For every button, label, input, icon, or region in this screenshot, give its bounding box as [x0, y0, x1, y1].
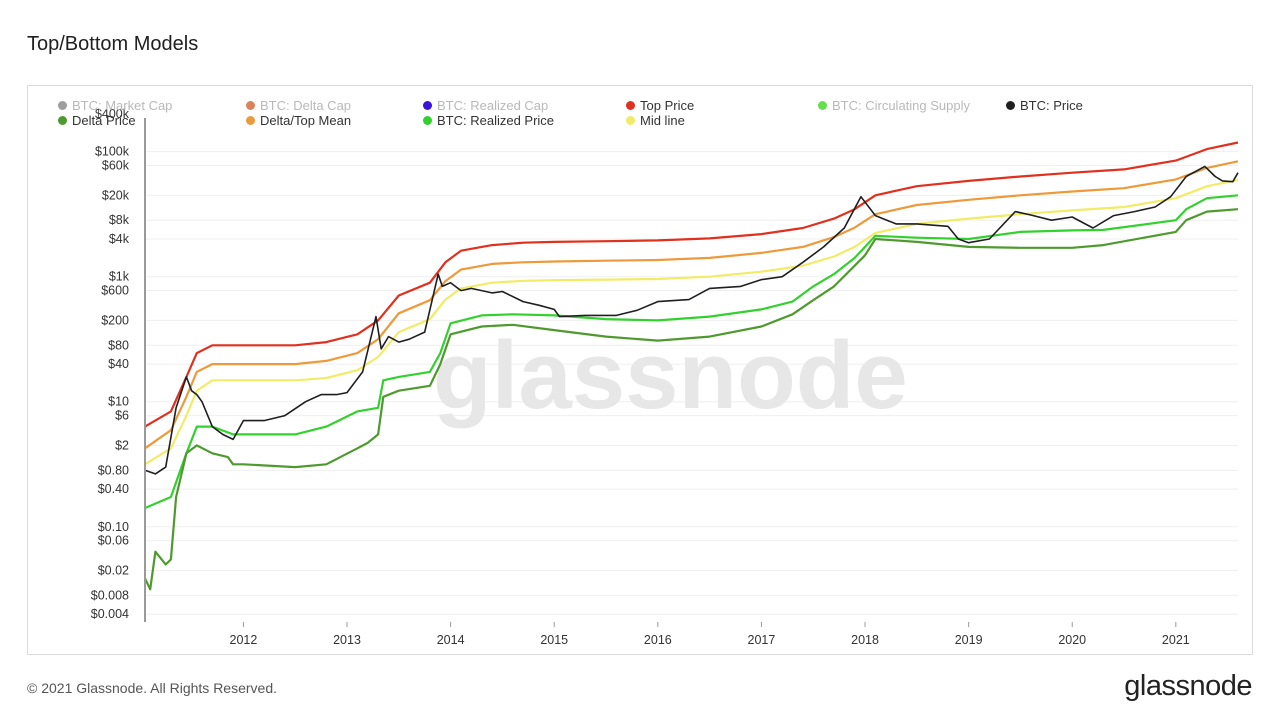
- x-tick-label: 2020: [1058, 633, 1086, 647]
- series-line-btc-realized-price: [144, 194, 1239, 510]
- legend-label: BTC: Delta Cap: [260, 98, 352, 113]
- legend-dot-icon: [423, 116, 432, 125]
- y-tick-label: $60k: [102, 159, 130, 173]
- y-tick-label: $600: [101, 284, 129, 298]
- y-tick-label: $20k: [102, 188, 130, 202]
- chart-grid: [145, 151, 1238, 615]
- legend-dot-icon: [246, 116, 255, 125]
- x-tick-label: 2015: [540, 633, 568, 647]
- x-tick-label: 2021: [1162, 633, 1190, 647]
- x-tick-label: 2013: [333, 633, 361, 647]
- x-tick-label: 2017: [748, 633, 776, 647]
- legend-dot-icon: [58, 101, 67, 110]
- series-line-btc-price: [144, 165, 1239, 475]
- y-axis: $100k$60k$20k$8k$4k$1k$600$200$80$40$10$…: [91, 107, 146, 622]
- x-axis: 2012 2013 2014 2015 2016 2017 2018 2019 2020 2021: [230, 622, 1190, 647]
- legend-label: BTC: Realized Cap: [437, 98, 549, 113]
- legend-label: BTC: Price: [1020, 98, 1083, 113]
- series-line-top-price: [144, 141, 1239, 428]
- series-line-mid-line: [144, 179, 1239, 466]
- legend-dot-icon: [58, 116, 67, 125]
- y-tick-label: $0.80: [98, 463, 129, 477]
- chart-panel: glassnode $100k $60k $20k $8k $4k $1k $600 $200…: [27, 85, 1253, 655]
- x-tick-label: 2012: [230, 633, 258, 647]
- y-tick-label: $0.02: [98, 563, 129, 577]
- copyright-footer: © 2021 Glassnode. All Rights Reserved.: [27, 680, 278, 696]
- legend-dot-icon: [246, 101, 255, 110]
- legend-label: Delta/Top Mean: [260, 113, 352, 128]
- y-tick-label: $0.004: [91, 607, 129, 621]
- y-tick-label: $0.008: [91, 588, 129, 602]
- y-tick-label: $1k: [109, 270, 130, 284]
- y-tick-label-top: $400k: [95, 107, 130, 121]
- y-tick-label: $100k: [95, 145, 130, 159]
- legend-item-btc-circulating-supply[interactable]: BTC: Circulating Supply: [818, 98, 970, 113]
- chart-series-group: [144, 141, 1239, 591]
- legend-item-btc-realized-cap[interactable]: BTC: Realized Cap: [423, 98, 548, 113]
- legend-dot-icon: [423, 101, 432, 110]
- y-tick-label: $80: [108, 338, 129, 352]
- legend-dot-icon: [626, 101, 635, 110]
- series-line-delta-price: [144, 208, 1239, 591]
- y-tick-label: $6: [115, 409, 129, 423]
- x-tick-label: 2018: [851, 633, 879, 647]
- legend-label: Top Price: [640, 98, 695, 113]
- legend-label: Mid line: [640, 113, 685, 128]
- legend-dot-icon: [1006, 101, 1015, 110]
- legend-dot-icon: [626, 116, 635, 125]
- y-tick-label: $4k: [109, 232, 130, 246]
- y-tick-label: $0.10: [98, 520, 129, 534]
- legend-item-delta-price[interactable]: Delta Price: [58, 113, 136, 128]
- series-line-delta-top-mean: [144, 160, 1239, 450]
- y-tick-label: $0.06: [98, 534, 129, 548]
- x-tick-label: 2016: [644, 633, 672, 647]
- legend-item-top-price[interactable]: Top Price: [626, 98, 694, 113]
- legend-item-mid-line[interactable]: Mid line: [626, 113, 685, 128]
- y-tick-label: $10: [108, 395, 129, 409]
- legend-item-btc-delta-cap[interactable]: BTC: Delta Cap: [246, 98, 351, 113]
- legend-item-delta-top-mean[interactable]: Delta/Top Mean: [246, 113, 351, 128]
- x-tick-label: 2014: [437, 633, 465, 647]
- y-tick-label: $40: [108, 357, 129, 371]
- legend-item-btc-realized-price[interactable]: BTC: Realized Price: [423, 113, 554, 128]
- legend-label: BTC: Circulating Supply: [832, 98, 970, 113]
- glassnode-logo[interactable]: glassnode: [1124, 670, 1252, 702]
- legend-dot-icon: [818, 101, 827, 110]
- y-tick-label: $8k: [109, 213, 130, 227]
- chart-svg[interactable]: glassnode $100k$60k $20k $8k $4k $1k$600 $200…: [28, 86, 1254, 656]
- y-tick-label: $2: [115, 438, 129, 452]
- legend-item-btc-price[interactable]: BTC: Price: [1006, 98, 1083, 113]
- page-title: Top/Bottom Models: [27, 33, 199, 55]
- y-tick-label: $0.40: [98, 482, 129, 496]
- x-tick-label: 2019: [955, 633, 983, 647]
- legend-label: BTC: Realized Price: [437, 113, 555, 128]
- chart-watermark: glassnode: [433, 322, 908, 429]
- legend-item-btc-market-cap[interactable]: BTC: Market Cap: [58, 98, 172, 113]
- y-tick-label: $200: [101, 313, 129, 327]
- legend-label: BTC: Market Cap: [72, 98, 173, 113]
- legend-label: Delta Price: [72, 113, 136, 128]
